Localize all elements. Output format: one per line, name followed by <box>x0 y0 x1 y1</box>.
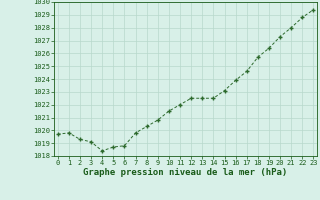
X-axis label: Graphe pression niveau de la mer (hPa): Graphe pression niveau de la mer (hPa) <box>84 168 288 177</box>
